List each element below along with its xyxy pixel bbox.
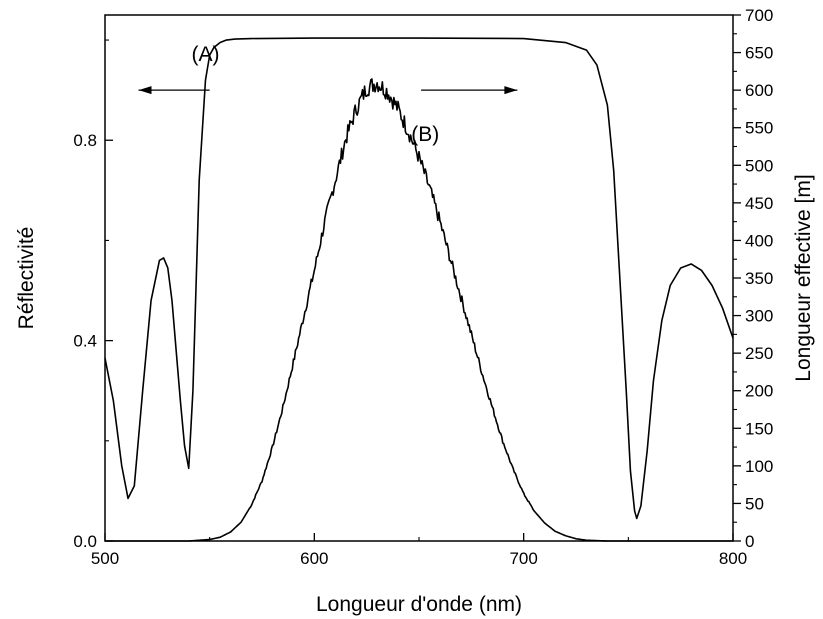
x-axis-title: Longueur d'onde (nm)	[316, 593, 522, 616]
x-tick-label: 500	[91, 549, 119, 568]
y-left-tick-label: 0.0	[73, 532, 97, 551]
x-tick-label: 700	[509, 549, 537, 568]
y-left-axis-title: Réflectivité	[15, 227, 38, 330]
y-right-tick-label: 700	[745, 6, 773, 25]
x-tick-label: 600	[300, 549, 328, 568]
y-right-tick-label: 650	[745, 44, 773, 63]
y-right-tick-label: 450	[745, 194, 773, 213]
x-axis-ticks: 500 600 700 800	[91, 533, 747, 568]
series-line-b	[105, 78, 733, 542]
y-right-tick-label: 200	[745, 382, 773, 401]
y-right-tick-label: 400	[745, 231, 773, 250]
y-right-tick-label: 550	[745, 119, 773, 138]
y-right-tick-label: 300	[745, 307, 773, 326]
annotation-arrowhead	[138, 86, 152, 95]
y-right-tick-label: 350	[745, 269, 773, 288]
y-right-tick-label: 100	[745, 457, 773, 476]
y-right-tick-label: 150	[745, 419, 773, 438]
y-right-axis-ticks: 0 50 100 150 200 250 300 350 400 450 500 550 600 650 7…	[733, 6, 773, 551]
annotation-arrowhead	[504, 86, 518, 95]
annotation-label: (B)	[411, 123, 439, 146]
y-right-axis-title: Longueur effective [m]	[792, 174, 815, 381]
plot-frame	[104, 14, 734, 542]
y-right-tick-label: 600	[745, 81, 773, 100]
annotation-label: (A)	[191, 43, 219, 66]
x-tick-label: 800	[719, 549, 747, 568]
y-right-tick-label: 500	[745, 156, 773, 175]
y-left-axis-ticks: 0.0 0.4 0.8	[73, 39, 113, 551]
series-layer	[104, 37, 734, 542]
y-right-tick-label: 250	[745, 344, 773, 363]
annotation-layer: (A) (B)	[138, 43, 518, 146]
y-left-tick-label: 0.8	[73, 131, 97, 150]
y-right-tick-label: 0	[745, 532, 754, 551]
y-left-tick-label: 0.4	[73, 332, 97, 351]
y-right-tick-label: 50	[745, 494, 764, 513]
series-line-a	[104, 37, 734, 520]
